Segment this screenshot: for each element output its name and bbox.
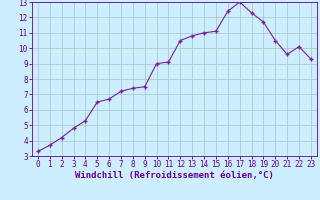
X-axis label: Windchill (Refroidissement éolien,°C): Windchill (Refroidissement éolien,°C) [75,171,274,180]
